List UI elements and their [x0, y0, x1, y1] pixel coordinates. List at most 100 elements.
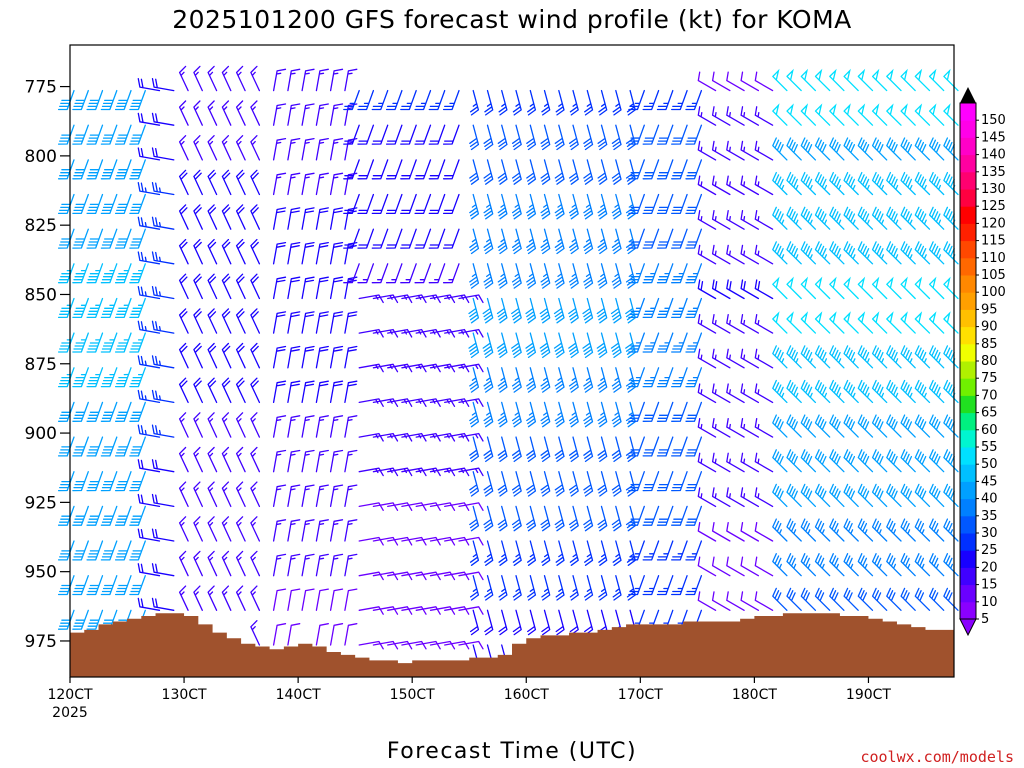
wind-barb	[329, 276, 344, 300]
wind-barb	[207, 135, 218, 161]
wind-barb	[235, 100, 246, 126]
wind-barb	[235, 585, 246, 611]
wind-barb	[914, 276, 931, 300]
wind-barb	[697, 244, 717, 265]
wind-barb	[442, 263, 460, 284]
wind-barb	[329, 588, 344, 611]
wind-barb	[555, 540, 565, 566]
wind-barb	[726, 244, 745, 265]
wind-barb	[642, 505, 660, 526]
wind-barb	[568, 332, 579, 359]
wind-barb	[469, 505, 480, 532]
wind-barb	[137, 147, 161, 161]
wind-barb	[86, 471, 104, 492]
wind-barb	[482, 297, 494, 324]
wind-barb	[250, 169, 261, 196]
wind-barb	[497, 401, 508, 428]
wind-barb	[569, 540, 579, 566]
wind-barb	[568, 367, 579, 393]
wind-barb	[786, 379, 802, 404]
wind-barb	[207, 100, 218, 126]
wind-barb	[100, 401, 118, 422]
wind-barb	[400, 193, 417, 215]
colorbar-label: 130	[981, 182, 1006, 197]
wind-barb	[151, 112, 175, 126]
wind-barb	[943, 518, 959, 542]
wind-barb	[697, 210, 717, 230]
wind-barb	[671, 505, 688, 526]
wind-barb	[554, 471, 565, 497]
wind-barb	[498, 89, 508, 116]
wind-barb	[642, 263, 660, 284]
wind-barb	[86, 159, 104, 180]
wind-barb	[250, 412, 261, 438]
wind-barb	[315, 103, 329, 126]
wind-barb	[469, 609, 480, 636]
wind-barb	[329, 207, 344, 230]
wind-barb	[900, 345, 916, 369]
wind-barb	[711, 417, 731, 438]
wind-barb	[843, 206, 859, 230]
wind-barb	[628, 540, 645, 561]
wind-barb	[100, 89, 118, 111]
wind-barb	[329, 345, 344, 369]
wind-barb	[857, 241, 874, 265]
wind-barb	[685, 297, 703, 319]
wind-barb	[568, 193, 579, 220]
wind-barb	[726, 556, 745, 577]
wind-barb	[711, 175, 731, 196]
wind-barb	[458, 536, 484, 546]
wind-barb	[786, 241, 802, 265]
wind-barb	[656, 575, 674, 596]
wind-barb	[814, 379, 831, 404]
wind-barb	[178, 204, 189, 230]
wind-barb	[857, 414, 874, 438]
wind-barb	[484, 540, 494, 566]
wind-barb	[612, 89, 622, 116]
wind-barb	[886, 553, 902, 577]
wind-barb	[458, 502, 484, 511]
wind-barb	[526, 436, 537, 463]
wind-barb	[740, 591, 760, 611]
wind-barb	[711, 140, 731, 161]
wind-barb	[497, 193, 508, 220]
colorbar-label: 100	[981, 285, 1006, 300]
wind-barb	[829, 103, 845, 126]
wind-barb	[86, 575, 104, 596]
wind-barb	[315, 207, 329, 230]
wind-barb	[344, 380, 358, 404]
wind-barb	[207, 204, 218, 230]
wind-barb	[697, 106, 717, 126]
wind-barb	[178, 516, 189, 542]
wind-barb	[372, 606, 399, 615]
wind-barb	[900, 449, 916, 473]
wind-barb	[871, 518, 888, 542]
wind-barb	[250, 100, 261, 126]
plot-frame	[69, 44, 955, 678]
wind-barb	[511, 367, 522, 393]
wind-barb	[178, 412, 189, 438]
wind-barb	[221, 516, 232, 542]
wind-barb	[357, 159, 375, 180]
colorbar-swatch	[960, 257, 976, 276]
wind-barb	[114, 263, 132, 284]
wind-barb	[357, 124, 375, 145]
wind-barb	[458, 640, 484, 650]
wind-barb	[697, 348, 717, 369]
wind-barb	[235, 273, 246, 300]
wind-barb	[786, 483, 802, 508]
wind-barb	[272, 415, 287, 438]
wind-barb	[611, 471, 622, 497]
wind-barb	[886, 345, 902, 369]
wind-barb	[843, 414, 859, 438]
wind-barb	[914, 68, 931, 92]
wind-barb	[235, 342, 246, 369]
wind-barb	[685, 124, 703, 145]
wind-barb	[151, 355, 175, 369]
wind-barb	[151, 528, 175, 542]
wind-barb	[86, 228, 104, 249]
wind-barb	[178, 585, 189, 611]
wind-barb	[371, 89, 389, 111]
wind-barb	[800, 137, 817, 161]
wind-barb	[415, 606, 441, 615]
